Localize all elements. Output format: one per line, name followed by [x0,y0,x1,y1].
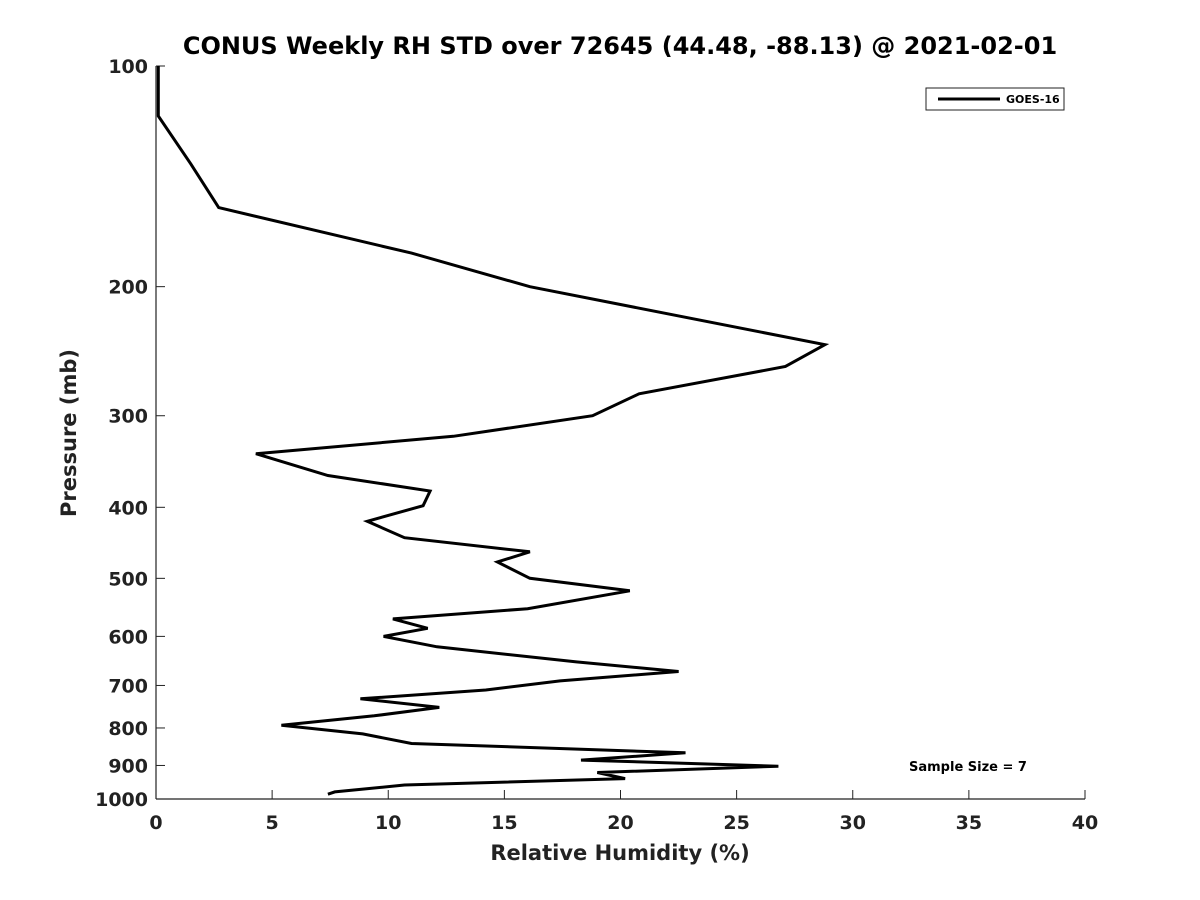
y-tick-label: 500 [108,568,148,590]
y-tick-label: 1000 [95,789,148,811]
y-tick-label: 100 [108,56,148,78]
chart-title: CONUS Weekly RH STD over 72645 (44.48, -… [183,32,1057,60]
x-tick-label: 10 [375,812,401,834]
x-tick-label: 40 [1072,812,1098,834]
sample-size-annotation: Sample Size = 7 [909,760,1027,775]
x-tick-label: 5 [266,812,279,834]
x-tick-label: 15 [491,812,517,834]
y-tick-label: 300 [108,406,148,428]
x-axis-label: Relative Humidity (%) [490,841,749,865]
x-tick-label: 25 [723,812,749,834]
y-axis-ticks: 100 200 300 400 500 600 700 800 900 1000 [95,56,165,811]
x-tick-label: 0 [149,812,162,834]
y-tick-label: 400 [108,497,148,519]
y-tick-label: 700 [108,675,148,697]
y-axis-label: Pressure (mb) [57,349,81,517]
x-tick-label: 30 [840,812,866,834]
legend-label-goes-16: GOES-16 [1006,93,1060,106]
x-tick-label: 35 [956,812,982,834]
y-tick-label: 200 [108,277,148,299]
legend: GOES-16 [925,87,1065,111]
x-axis-ticks: 0 5 10 15 20 25 30 35 40 [149,790,1098,834]
series-line-goes-16 [156,66,830,796]
y-tick-label: 600 [108,626,148,648]
y-tick-label: 900 [108,755,148,777]
y-tick-label: 800 [108,718,148,740]
series-group [156,66,830,796]
x-tick-label: 20 [607,812,633,834]
